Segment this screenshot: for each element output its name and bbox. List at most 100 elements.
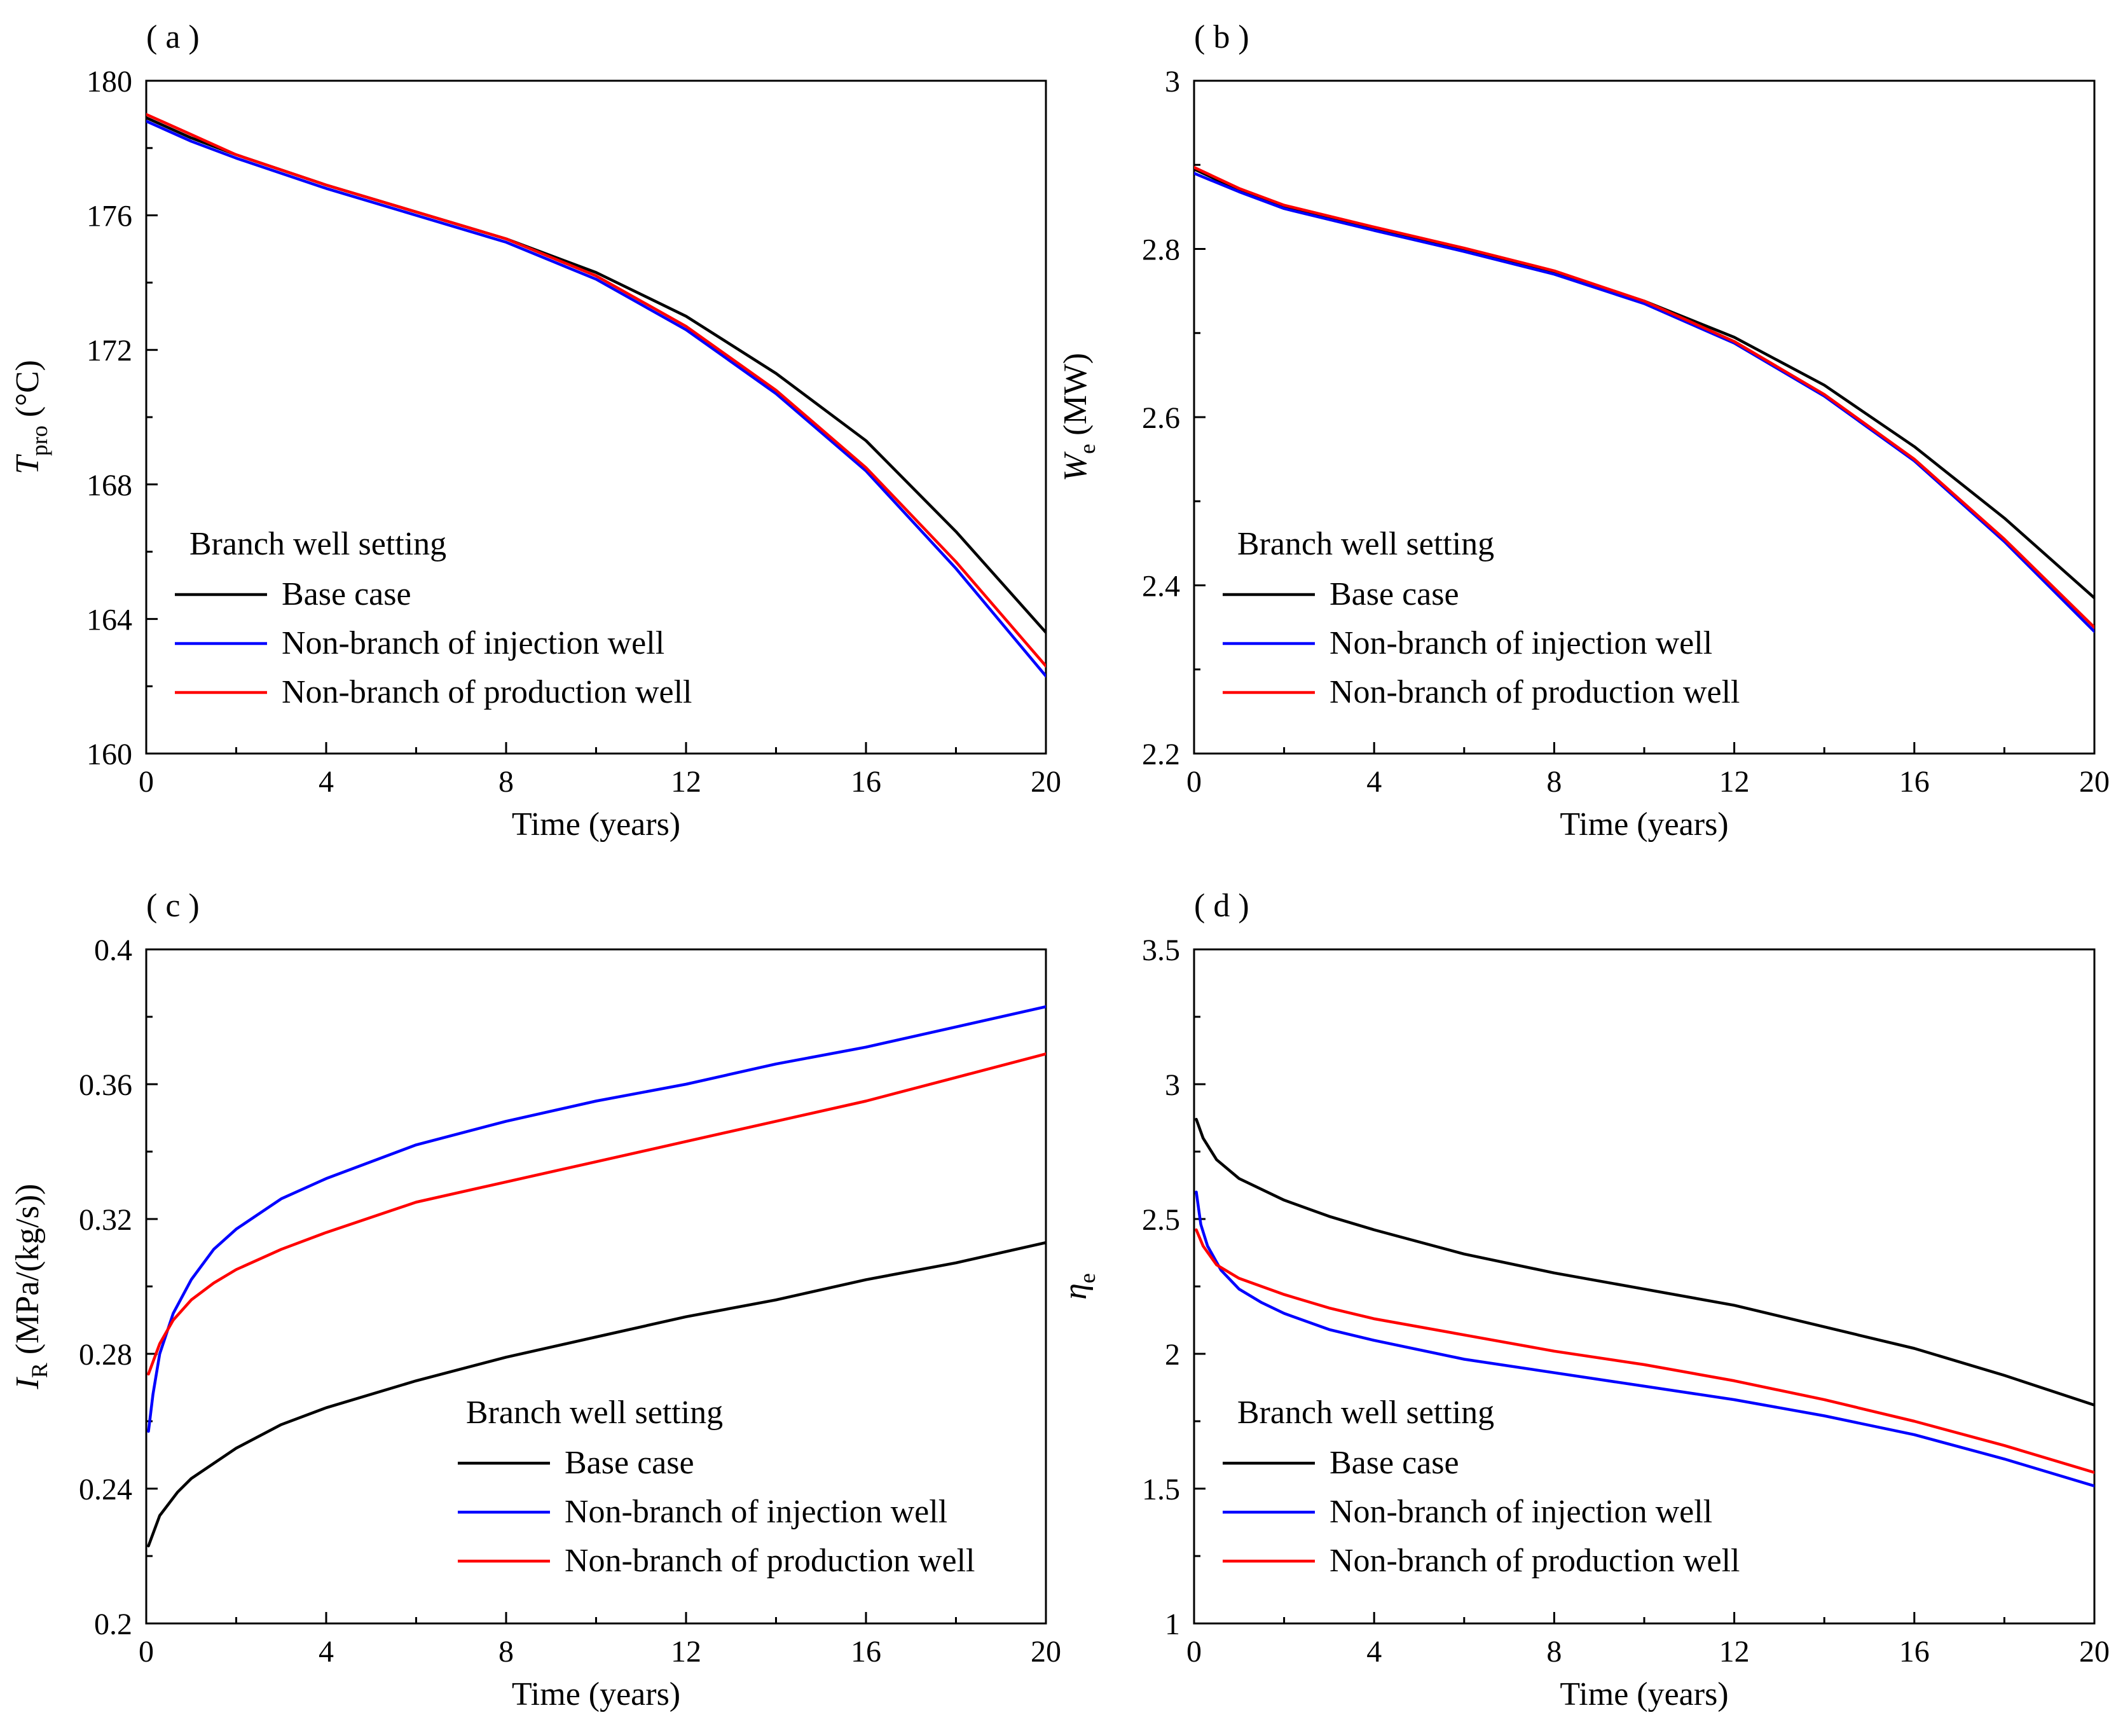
y-tick-label: 1: [1165, 1608, 1180, 1641]
series-line-non-branch-of-production-well: [146, 113, 1046, 668]
y-tick-label: 164: [86, 603, 132, 637]
series-line-non-branch-of-injection-well: [146, 120, 1046, 678]
legend-entry: Non-branch of injection well: [1329, 625, 1712, 661]
y-tick-label: 172: [86, 334, 132, 368]
y-tick-label: 3: [1165, 65, 1180, 99]
legend-title: Branch well setting: [1237, 1395, 1494, 1431]
x-tick-label: 0: [1186, 765, 1202, 799]
x-tick-label: 20: [1031, 765, 1061, 799]
y-axis-label: Tpro (°C): [10, 360, 52, 474]
legend-entry: Base case: [1329, 576, 1459, 612]
y-axis-subscript: e: [1075, 444, 1100, 454]
legend-entry: Base case: [565, 1445, 694, 1481]
y-tick-label: 2: [1165, 1338, 1180, 1372]
y-tick-label: 2.2: [1142, 738, 1180, 771]
legend-entry: Non-branch of production well: [282, 674, 692, 710]
y-axis-label: We (MW): [1057, 353, 1100, 481]
panel-d: ( d ) 0 4 8 12 16 20 1 1.5 2 2.5 3 3.5 Time (years) ηe…: [1057, 888, 2110, 1712]
panel-a: ( a ) 0 4 8 12 16 20 160 164 168 172 176 180 Time (ye…: [10, 19, 1061, 843]
x-tick-label: 16: [851, 1635, 881, 1669]
y-axis-symbol: W: [1057, 451, 1094, 481]
y-axis-symbol: I: [10, 1376, 46, 1389]
series-line-non-branch-of-injection-well: [1195, 1190, 2094, 1488]
panel-label: ( c ): [146, 888, 200, 924]
y-tick-label: 168: [86, 469, 132, 502]
x-tick-label: 16: [1899, 1635, 1930, 1669]
x-tick-label: 4: [319, 1635, 334, 1669]
y-tick-label: 3: [1165, 1068, 1180, 1102]
legend-entry: Non-branch of production well: [1329, 674, 1740, 710]
x-tick-label: 8: [1546, 1635, 1562, 1669]
y-tick-label: 0.36: [79, 1068, 132, 1102]
y-tick-label: 176: [86, 200, 132, 233]
y-tick-label: 2.6: [1142, 401, 1180, 435]
y-axis-unit: (MW): [1057, 353, 1094, 444]
panel-b: ( b ) 0 4 8 12 16 20 2.2 2.4 2.6 2.8 3 Time (years) W…: [1057, 19, 2110, 843]
x-tick-label: 4: [1366, 1635, 1382, 1669]
series-line-non-branch-of-injection-well: [1194, 172, 2094, 633]
x-axis-label: Time (years): [1560, 1676, 1728, 1712]
legend-entry: Base case: [282, 576, 411, 612]
y-tick-label: 2.4: [1142, 570, 1180, 603]
series-line-non-branch-of-injection-well: [147, 1005, 1046, 1433]
panel-c: ( c ) 0 4 8 12 16 20 0.2 0.24 0.28 0.32 0.36 0.4 Time…: [10, 888, 1061, 1712]
y-tick-label: 160: [86, 738, 132, 771]
legend-entry: Non-branch of injection well: [565, 1494, 947, 1530]
series-line-non-branch-of-production-well: [1195, 1228, 2094, 1474]
x-tick-label: 12: [671, 765, 701, 799]
y-tick-label: 0.4: [94, 933, 132, 967]
x-tick-label: 20: [2079, 1635, 2110, 1669]
series-line-non-branch-of-production-well: [1194, 165, 2094, 629]
series-line-base-case: [147, 1241, 1046, 1548]
series-line-non-branch-of-production-well: [147, 1052, 1046, 1376]
x-tick-label: 4: [1366, 765, 1382, 799]
x-tick-label: 20: [1031, 1635, 1061, 1669]
x-axis-label: Time (years): [512, 1676, 680, 1712]
legend-entry: Non-branch of production well: [565, 1543, 975, 1579]
legend-entry: Base case: [1329, 1445, 1459, 1481]
x-tick-label: 20: [2079, 765, 2110, 799]
y-tick-label: 1.5: [1142, 1473, 1180, 1506]
legend-entry: Non-branch of injection well: [282, 625, 664, 661]
y-axis-symbol: η: [1057, 1283, 1094, 1300]
y-axis-unit: (MPa/(kg/s)): [10, 1184, 46, 1363]
x-tick-label: 0: [139, 765, 154, 799]
y-axis-symbol: T: [10, 454, 46, 474]
y-axis-subscript: e: [1075, 1273, 1100, 1283]
series-line-base-case: [1195, 1117, 2094, 1407]
y-tick-label: 0.24: [79, 1473, 132, 1506]
y-tick-label: 2.8: [1142, 233, 1180, 267]
x-tick-label: 12: [671, 1635, 701, 1669]
panel-label: ( a ): [146, 19, 200, 55]
x-tick-label: 8: [498, 765, 514, 799]
y-tick-label: 3.5: [1142, 933, 1180, 967]
panel-label: ( d ): [1194, 888, 1249, 924]
x-tick-label: 8: [1546, 765, 1562, 799]
y-tick-label: 0.2: [94, 1608, 132, 1641]
x-tick-label: 0: [1186, 1635, 1202, 1669]
y-tick-label: 0.28: [79, 1338, 132, 1372]
y-axis-label: IR (MPa/(kg/s)): [10, 1184, 52, 1390]
y-tick-label: 2.5: [1142, 1203, 1180, 1237]
y-axis-subscript: pro: [27, 425, 52, 456]
x-tick-label: 4: [319, 765, 334, 799]
y-axis-unit: (°C): [10, 360, 46, 425]
legend-title: Branch well setting: [466, 1395, 723, 1431]
legend-title: Branch well setting: [189, 526, 446, 562]
x-tick-label: 12: [1719, 1635, 1750, 1669]
x-axis-label: Time (years): [512, 806, 680, 843]
legend-entry: Non-branch of production well: [1329, 1543, 1740, 1579]
x-axis-label: Time (years): [1560, 806, 1728, 843]
panel-label: ( b ): [1194, 19, 1249, 55]
y-axis-label: ηe: [1057, 1273, 1100, 1300]
legend-title: Branch well setting: [1237, 526, 1494, 562]
x-tick-label: 8: [498, 1635, 514, 1669]
y-tick-label: 0.32: [79, 1203, 132, 1237]
x-tick-label: 16: [851, 765, 881, 799]
legend-entry: Non-branch of injection well: [1329, 1494, 1712, 1530]
x-tick-label: 0: [139, 1635, 154, 1669]
x-tick-label: 16: [1899, 765, 1930, 799]
y-tick-label: 180: [86, 65, 132, 99]
x-tick-label: 12: [1719, 765, 1750, 799]
